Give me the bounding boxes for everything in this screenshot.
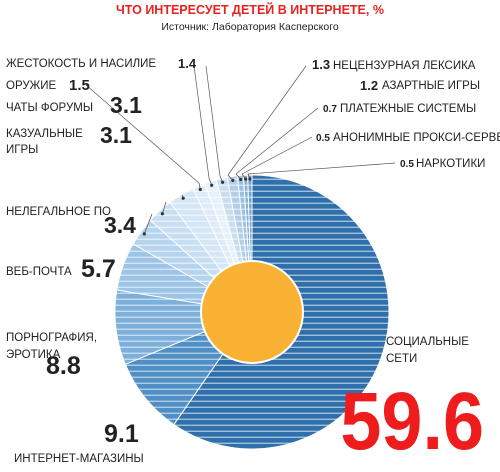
slice-label: ПОРНОГРАФИЯ,: [6, 332, 97, 344]
slice-label: НАРКОТИКИ: [416, 158, 485, 170]
leader-line-extension: [241, 136, 313, 175]
slice-value: 0.5: [316, 133, 330, 144]
slice-value: 3.1: [110, 92, 142, 118]
slice-label: СОЦИАЛЬНЫЕ: [386, 336, 469, 348]
leader-dot: [239, 177, 243, 182]
chart-title: ЧТО ИНТЕРЕСУЕТ ДЕТЕЙ В ИНТЕРНЕТЕ, %: [116, 2, 384, 17]
leader-dot: [160, 212, 164, 216]
leader-dot: [198, 187, 202, 192]
slice-label: НЕЛЕГАЛЬНОЕ ПО: [6, 206, 111, 218]
leader-dot: [231, 178, 235, 182]
slice-label: ОРУЖИЕ: [6, 80, 57, 92]
leader-lines: [85, 65, 396, 236]
slice-value: 1.5: [69, 77, 90, 94]
slice-label: ПЛАТЕЖНЫЕ СИСТЕМЫ: [340, 103, 476, 115]
leader-line-extension: [193, 65, 210, 179]
leader-dot: [142, 232, 146, 236]
slice-label: ВЕБ-ПОЧТА: [6, 266, 72, 278]
slice-label: НЕЦЕНЗУРНАЯ ЛЕКСИКА: [333, 60, 476, 72]
slice-label: ЧАТЫ ФОРУМЫ: [6, 102, 93, 114]
leader-line-extension: [205, 65, 221, 177]
slice-label: АНОНИМНЫЕ ПРОКСИ-СЕРВЕРЫ: [333, 132, 500, 144]
leader-dot: [181, 196, 185, 200]
slice-label-line2: ЭРОТИКА: [6, 349, 61, 361]
slice-label: АЗАРТНЫЕ ИГРЫ: [382, 80, 480, 92]
slice-value: 1.3: [312, 57, 330, 72]
slice-value: 59.6: [340, 374, 484, 467]
leader-dot: [244, 177, 248, 181]
slice-value: 3.4: [104, 212, 136, 238]
slice-value: 3.1: [100, 122, 132, 148]
slice-value: 5.7: [81, 255, 116, 283]
leader-line-extension: [227, 65, 307, 176]
leader-dot: [248, 177, 252, 181]
donut-center: [202, 262, 302, 362]
slice-value: 1.4: [178, 56, 197, 71]
slice-label: ИНТЕРНЕТ-МАГАЗИНЫ: [14, 453, 144, 465]
leader-dot: [210, 183, 214, 187]
slice-value: 0.5: [400, 159, 414, 170]
slice-value: 1.2: [360, 78, 378, 93]
leader-line-extension: [85, 84, 200, 184]
slice-value: 0.7: [323, 104, 337, 115]
leader-line: [143, 213, 153, 235]
slice-label-line2: СЕТИ: [386, 353, 417, 365]
leader-line: [162, 201, 167, 214]
leader-line-extension: [247, 162, 396, 175]
slice-label: КАЗУАЛЬНЫЕ: [6, 128, 83, 140]
slice-labels: СОЦИАЛЬНЫЕ СЕТИ 59.6 ИНТЕРНЕТ-МАГАЗИНЫ 9.1 ПО…: [6, 56, 500, 467]
leader-line-extension: [235, 107, 319, 175]
slice-value: 8.8: [46, 352, 81, 380]
chart-subtitle: Источник: Лаборатория Касперского: [161, 21, 339, 33]
slice-label: ЖЕСТОКОСТЬ И НАСИЛИЕ: [6, 58, 156, 70]
slice-value: 9.1: [104, 420, 139, 448]
slice-label-line2: ИГРЫ: [6, 144, 38, 156]
leader-dot: [221, 180, 225, 184]
pie-slices: [114, 174, 390, 450]
